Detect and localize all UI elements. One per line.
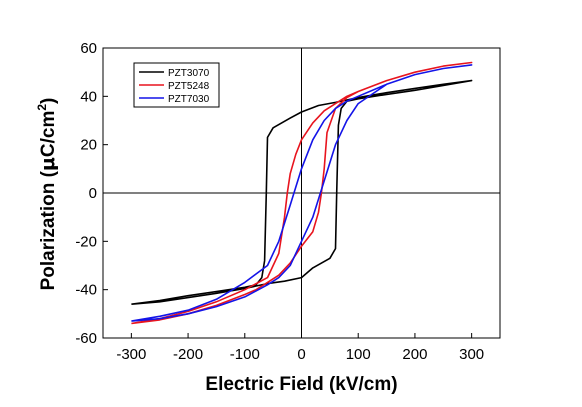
series-layer <box>131 61 473 325</box>
y-axis-ticks: -60 -40 -20 0 20 40 60 <box>75 40 108 347</box>
legend-label-pzt5248: PZT5248 <box>168 81 210 92</box>
x-tick-label: -100 <box>230 346 260 363</box>
series-line-pzt7030 <box>131 64 473 322</box>
y-tick-label: -20 <box>75 233 97 250</box>
series-line-pzt3070 <box>131 79 473 305</box>
x-axis-title: Electric Field (kV/cm) <box>205 374 397 395</box>
x-tick-label: -200 <box>173 346 203 363</box>
y-tick-label: -60 <box>75 330 97 347</box>
legend-items: PZT3070 PZT5248 PZT7030 <box>139 68 210 105</box>
x-tick-label: 0 <box>297 346 305 363</box>
y-axis-title: Polarization (μC/cm2) <box>35 98 59 291</box>
y-tick-label: 60 <box>80 40 97 57</box>
x-tick-label: 300 <box>459 346 484 363</box>
legend: PZT3070 PZT5248 PZT7030 <box>133 62 220 108</box>
x-axis-ticks: -300 -200 -100 0 100 200 300 <box>116 333 484 363</box>
series-line-pzt5248 <box>131 61 473 325</box>
x-tick-label: 100 <box>346 346 371 363</box>
legend-box <box>133 62 220 108</box>
legend-label-pzt7030: PZT7030 <box>168 94 210 105</box>
x-tick-label: -300 <box>116 346 146 363</box>
x-tick-label: 200 <box>402 346 427 363</box>
y-tick-label: 40 <box>80 88 97 105</box>
legend-label-pzt3070: PZT3070 <box>168 68 210 79</box>
y-tick-label: 0 <box>89 185 97 202</box>
y-tick-label: 20 <box>80 137 97 154</box>
y-tick-label: -40 <box>75 282 97 299</box>
